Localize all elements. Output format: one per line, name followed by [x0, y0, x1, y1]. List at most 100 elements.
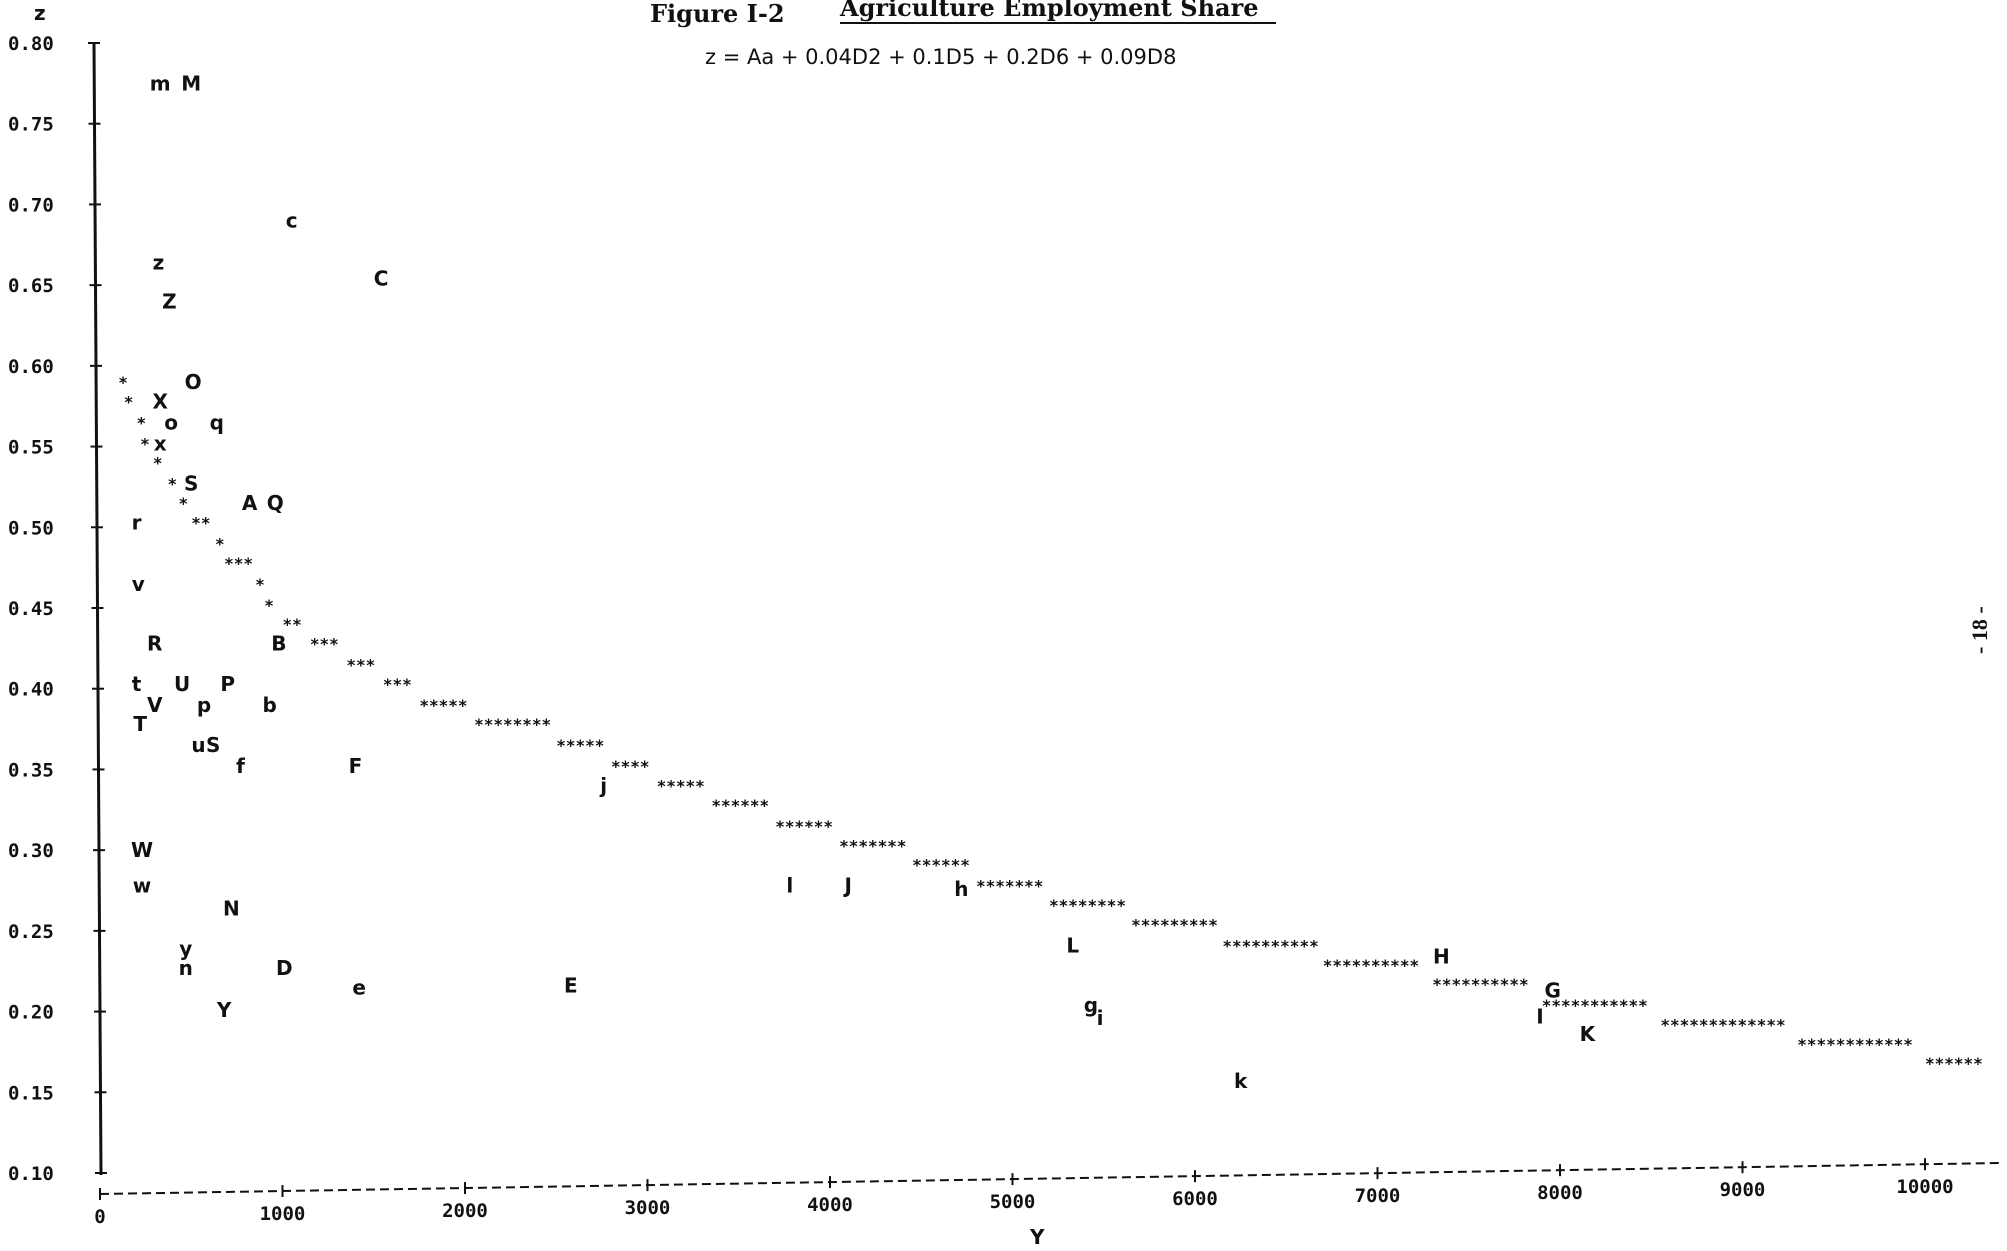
y-tick-label: 0.25 — [8, 921, 54, 943]
chart-title: Agriculture Employment Share — [839, 0, 1259, 22]
data-point-K: K — [1580, 1022, 1597, 1046]
fitted-curve-segment: ***** — [556, 736, 604, 755]
x-axis-title: Y — [1029, 1225, 1045, 1249]
fitted-curve-segment: * — [153, 454, 163, 473]
data-point-b: b — [263, 693, 277, 717]
data-point-J: J — [843, 874, 852, 898]
chart-title-group: Figure I-2 Agriculture Employment Share … — [650, 0, 1276, 69]
data-point-z: z — [153, 251, 165, 275]
x-tick-label: 4000 — [807, 1194, 853, 1216]
fitted-curve-segment: ********** — [1432, 975, 1528, 994]
data-point-l: l — [786, 874, 793, 898]
data-point-j: j — [599, 774, 607, 798]
data-point-O: O — [185, 370, 202, 394]
data-point-R: R — [147, 632, 162, 656]
fitted-curve-segment: * — [140, 434, 150, 453]
fitted-curve-segment: ***** — [419, 696, 467, 715]
x-tick-label: 3000 — [625, 1197, 671, 1219]
x-tick-label: 6000 — [1172, 1188, 1218, 1210]
data-point-f: f — [236, 754, 245, 778]
data-point-i: i — [1097, 1006, 1104, 1030]
y-tick-label: 0.15 — [8, 1082, 54, 1104]
fitted-curve: ****************************************… — [118, 373, 1983, 1073]
data-point-c: c — [286, 209, 298, 233]
x-ticks-group: 0 1000 2000 3000 4000 5000 6000 7000 8000 9000 100… — [94, 1158, 1954, 1228]
x-tick-label: 8000 — [1537, 1182, 1583, 1204]
fitted-curve-segment: ********** — [1222, 936, 1318, 955]
data-point-v: v — [132, 572, 145, 596]
data-point-g: g — [1084, 993, 1098, 1017]
y-tick-label: 0.80 — [8, 33, 54, 55]
data-point-r: r — [132, 510, 142, 534]
fitted-curve-segment: ****** — [711, 796, 769, 815]
data-point-W: W — [131, 838, 153, 862]
fitted-curve-segment: *** — [310, 635, 339, 654]
page-number: - 18 - — [1967, 606, 1992, 654]
y-tick-label: 0.20 — [8, 1002, 54, 1024]
data-point-G: G — [1544, 979, 1560, 1003]
data-point-n: n — [179, 956, 193, 980]
data-point-T: T — [133, 712, 147, 736]
data-point-B: B — [271, 632, 286, 656]
y-tick-label: 0.75 — [8, 114, 54, 136]
data-point-U: U — [174, 672, 190, 696]
y-tick-label: 0.55 — [8, 437, 54, 459]
data-point-S: S — [184, 472, 198, 496]
fitted-curve-segment: ********* — [1131, 915, 1218, 934]
y-tick-label: 0.35 — [8, 759, 54, 781]
data-point-I: I — [1536, 1004, 1543, 1028]
data-point-L: L — [1066, 933, 1079, 957]
fitted-curve-segment: * — [168, 475, 178, 494]
data-point-Y: Y — [216, 998, 232, 1022]
axes-group: z Y — [34, 1, 2001, 1249]
fitted-curve-segment: ******* — [839, 836, 906, 855]
fitted-curve-segment: **** — [611, 757, 650, 776]
data-point-q: q — [210, 410, 224, 434]
fitted-curve-segment: * — [118, 373, 128, 392]
y-ticks-group: 0.10 0.15 0.20 0.25 0.30 0.35 0.40 0.45 0.50 0.55… — [8, 33, 107, 1185]
data-point-F: F — [349, 754, 363, 778]
y-tick-label: 0.70 — [8, 194, 54, 216]
fitted-curve-segment: * — [178, 494, 188, 513]
chart-equation: z = Aa + 0.04D2 + 0.1D5 + 0.2D6 + 0.09D8 — [705, 45, 1176, 69]
data-point-h: h — [954, 877, 968, 901]
fitted-curve-segment: * — [255, 575, 265, 594]
data-point-X: X — [153, 389, 169, 413]
data-point-C: C — [374, 267, 389, 291]
data-point-p: p — [197, 693, 211, 717]
data-point-D: D — [276, 956, 293, 980]
data-point-V: V — [147, 693, 163, 717]
fitted-curve-segment: ******* — [976, 877, 1043, 896]
data-point-o: o — [164, 410, 178, 434]
fitted-curve-segment: * — [215, 534, 225, 553]
fitted-curve-segment: * — [124, 392, 134, 411]
data-point-N: N — [223, 896, 240, 920]
y-tick-label: 0.40 — [8, 679, 54, 701]
fitted-curve-segment: ***** — [657, 777, 705, 796]
data-point-m: m — [150, 71, 171, 95]
fitted-curve-segment: ********** — [1323, 956, 1419, 975]
y-tick-label: 0.60 — [8, 356, 54, 378]
figure-label: Figure I-2 — [650, 0, 785, 28]
data-point-P: P — [220, 672, 235, 696]
fitted-curve-segment: *** — [383, 675, 412, 694]
data-point-Z: Z — [162, 289, 177, 313]
fitted-curve-segment: ****** — [775, 817, 833, 836]
data-point-S: S — [206, 733, 220, 757]
fitted-curve-segment: ******** — [474, 715, 551, 734]
fitted-curve-segment: * — [137, 413, 147, 432]
fitted-curve-segment: * — [264, 596, 274, 615]
fitted-curve-segment: ************* — [1660, 1015, 1785, 1034]
data-point-e: e — [352, 975, 366, 999]
x-tick-label: 1000 — [260, 1203, 306, 1225]
x-tick-label: 7000 — [1355, 1185, 1401, 1207]
fitted-curve-segment: ************ — [1797, 1035, 1913, 1054]
fitted-curve-segment: *********** — [1542, 996, 1648, 1015]
data-point-w: w — [133, 874, 151, 898]
fitted-curve-segment: ****** — [912, 856, 970, 875]
data-point-Q: Q — [267, 491, 284, 515]
data-point-k: k — [1234, 1069, 1248, 1093]
data-point-E: E — [564, 974, 578, 998]
y-tick-label: 0.45 — [8, 598, 54, 620]
